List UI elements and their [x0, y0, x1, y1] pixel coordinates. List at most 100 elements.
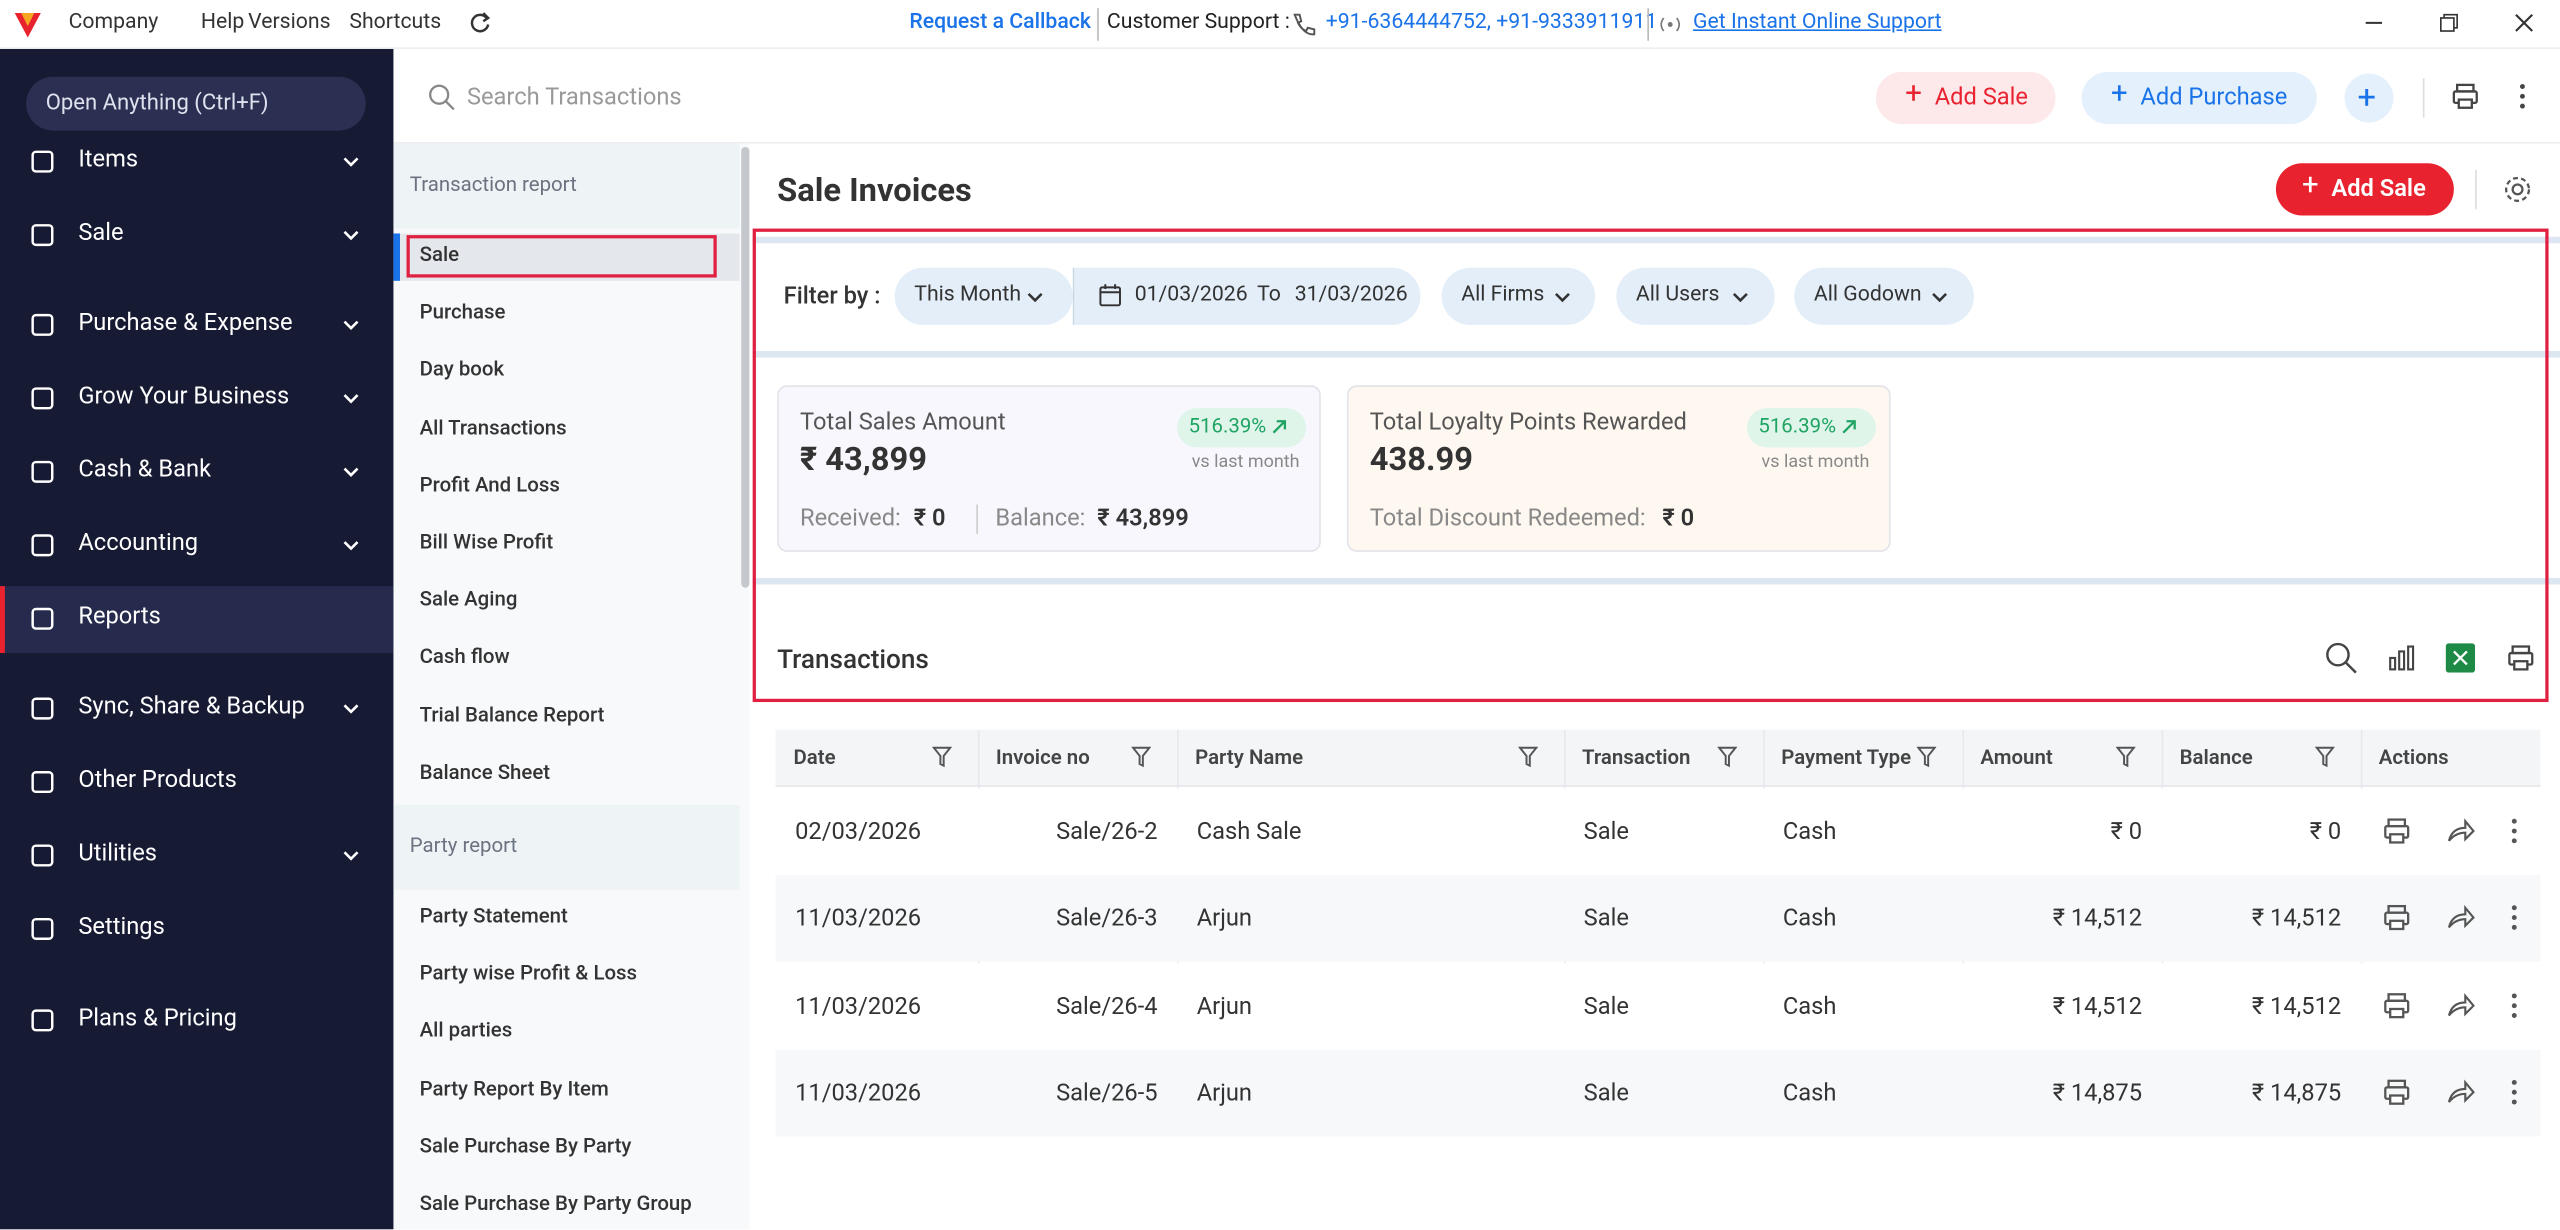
nav-item[interactable]: Plans & Pricing [78, 1004, 237, 1032]
filter-label: Filter by : [783, 282, 881, 311]
period-filter[interactable]: This Month [894, 267, 1073, 325]
card-title: Total Sales Amount [799, 408, 1006, 436]
report-item[interactable]: Sale Aging [419, 588, 518, 613]
report-item[interactable]: Cash flow [419, 645, 510, 671]
filter-icon [1131, 746, 1152, 768]
column-header[interactable]: Transaction [1582, 746, 1691, 771]
nav-item[interactable]: Other Products [78, 765, 237, 794]
divider [2422, 78, 2425, 118]
nav-item[interactable]: Settings [78, 912, 165, 941]
table-cell: 02/03/2026 [795, 817, 922, 846]
column-header[interactable]: Balance [2179, 746, 2253, 771]
refresh-icon [470, 12, 491, 33]
table-row [775, 1049, 2541, 1137]
sep-line [752, 351, 2560, 358]
change-value: 516.39% [1758, 414, 1837, 440]
plus: + [2357, 76, 2377, 116]
date-to: 31/03/2026 [1294, 282, 1408, 307]
table-cell: Cash [1782, 817, 1837, 846]
report-item[interactable]: Sale [419, 243, 460, 268]
report-item[interactable]: All Transactions [419, 415, 567, 441]
column-header[interactable]: Date [793, 746, 836, 771]
plus: + [2302, 168, 2319, 203]
menu-item[interactable]: Shortcuts [349, 9, 442, 35]
nav-item[interactable]: Purchase & Expense [78, 308, 293, 337]
section-header [393, 804, 740, 890]
report-item[interactable]: All parties [419, 1019, 513, 1044]
nav-item[interactable]: Reports [78, 602, 161, 631]
report-item[interactable]: Sale Purchase By Party [419, 1134, 632, 1159]
label: All Users [1635, 282, 1720, 307]
report-item[interactable]: Sale Purchase By Party Group [419, 1191, 692, 1217]
phone-numbers[interactable]: +91-6364444752, +91-9333911911 [1325, 9, 1658, 35]
table-cell: ₹ 14,512 [2052, 991, 2143, 1020]
menu-item[interactable]: Help [200, 9, 245, 35]
report-item[interactable]: Party wise Profit & Loss [419, 961, 638, 987]
table-cell: Cash [1782, 904, 1837, 933]
report-item[interactable]: Party Report By Item [419, 1076, 609, 1102]
search-icon [429, 84, 455, 111]
chevron [1027, 292, 1043, 303]
add-sale-primary[interactable]: + Add Sale [2275, 163, 2454, 216]
nav-item[interactable]: Accounting [78, 528, 199, 557]
firms-filter[interactable]: All Firms [1441, 267, 1596, 325]
nav-icon [31, 224, 54, 247]
table-cell: Cash Sale [1196, 817, 1302, 846]
nav-item[interactable]: Grow Your Business [78, 382, 290, 410]
report-item[interactable]: Bill Wise Profit [419, 530, 554, 556]
nav-icon [31, 844, 54, 867]
column-header[interactable]: Party Name [1195, 746, 1304, 771]
online-support-link[interactable]: Get Instant Online Support [1693, 9, 1942, 35]
nav-icon [31, 313, 54, 336]
section-title: Transaction report [409, 173, 577, 198]
label: All Godown [1813, 282, 1922, 307]
report-item[interactable]: Profit And Loss [419, 473, 560, 498]
menu-item[interactable]: Company [68, 9, 159, 35]
menu-item[interactable]: Versions [248, 9, 331, 35]
open-anything[interactable]: Open Anything (Ctrl+F) [26, 76, 366, 131]
nav-icon [31, 1009, 54, 1032]
report-item[interactable]: Balance Sheet [419, 760, 551, 785]
search-input[interactable]: Search Transactions [466, 83, 682, 112]
report-menu [393, 143, 750, 1230]
label: Add Sale [1934, 83, 2028, 112]
selected-bg [393, 233, 740, 281]
godown-filter[interactable]: All Godown [1794, 267, 1974, 325]
add-sale-button[interactable]: + Add Sale [1875, 71, 2056, 125]
footer-label: Balance: [995, 504, 1086, 533]
column-header[interactable]: Invoice no [995, 746, 1090, 771]
filter-icon [1717, 746, 1738, 768]
callback-link[interactable]: Request a Callback [909, 9, 1091, 35]
to-label: To [1257, 282, 1281, 307]
report-item[interactable]: Purchase [419, 300, 506, 326]
label: All Firms [1461, 282, 1545, 307]
footer-value: ₹ 43,899 [1097, 504, 1189, 533]
nav-item[interactable]: Cash & Bank [78, 455, 212, 484]
table-row [775, 788, 2541, 876]
report-item[interactable]: Day book [419, 358, 505, 383]
row-more [2511, 905, 2517, 931]
table-cell: Arjun [1196, 991, 1252, 1020]
date-range[interactable]: 01/03/2026 To 31/03/2026 [1072, 267, 1421, 325]
users-filter[interactable]: All Users [1616, 267, 1775, 325]
column-header[interactable]: Amount [1980, 746, 2053, 771]
table-cell: Sale [1583, 991, 1629, 1020]
divider [2475, 169, 2477, 209]
nav-icon [31, 460, 54, 483]
row-print [2384, 1079, 2410, 1105]
settings-icon [2504, 176, 2531, 202]
nav-item[interactable]: Sync, Share & Backup [78, 692, 305, 720]
column-header[interactable]: Actions [2378, 746, 2449, 771]
nav-item[interactable]: Utilities [78, 839, 158, 867]
add-more-button[interactable]: + [2344, 73, 2394, 123]
filter-icon [2115, 746, 2136, 768]
nav-item[interactable]: Sale [78, 218, 124, 247]
column-header[interactable]: Payment Type [1781, 746, 1912, 771]
footer-value: ₹ 0 [913, 504, 946, 533]
add-purchase-button[interactable]: + Add Purchase [2081, 71, 2317, 125]
report-item[interactable]: Party Statement [419, 904, 568, 929]
nav-item[interactable]: Items [78, 145, 139, 174]
report-item[interactable]: Trial Balance Report [419, 703, 605, 728]
plus: + [2111, 76, 2128, 112]
